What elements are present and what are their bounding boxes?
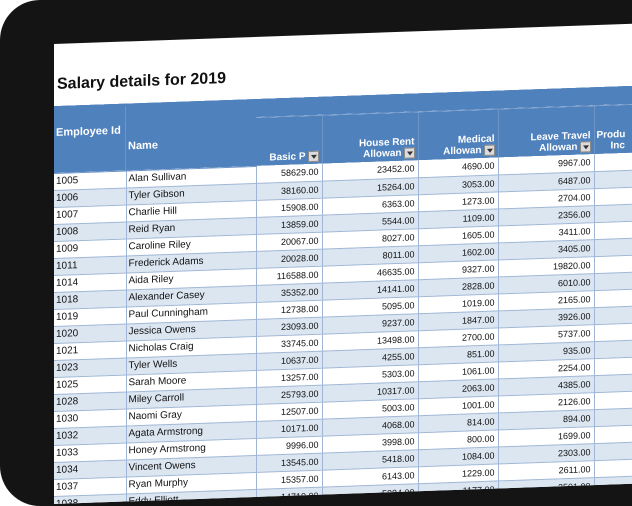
filter-dropdown-icon[interactable]: [579, 141, 591, 153]
cell-productivity[interactable]: [594, 186, 632, 206]
header-leave-travel[interactable]: Leave Travel Allowan: [498, 105, 594, 158]
sheet-title: Salary details for 2019: [57, 69, 226, 93]
cell-productivity[interactable]: [594, 271, 632, 291]
cell-productivity[interactable]: 1: [594, 407, 632, 427]
cell-house-rent[interactable]: 5884.00: [322, 483, 418, 504]
cell-productivity[interactable]: 1: [594, 237, 632, 257]
cell-productivity[interactable]: 2: [594, 356, 632, 376]
header-medical[interactable]: Medical Allowan: [418, 108, 498, 161]
cell-medical[interactable]: 1177.00: [418, 480, 498, 501]
cell-productivity[interactable]: 2: [594, 203, 632, 223]
spreadsheet-screen: Salary details for 2019 Employee Id Name: [54, 16, 632, 504]
cell-productivity[interactable]: [594, 475, 632, 495]
cell-productivity[interactable]: 2: [594, 305, 632, 325]
cell-basic-pay[interactable]: 14710.00: [256, 486, 322, 504]
cell-productivity[interactable]: [594, 322, 632, 342]
cell-productivity[interactable]: 1: [594, 288, 632, 308]
filter-dropdown-icon[interactable]: [403, 147, 415, 159]
cell-productivity[interactable]: [594, 339, 632, 359]
cell-productivity[interactable]: 1: [594, 390, 632, 410]
cell-productivity[interactable]: [594, 441, 632, 461]
filter-dropdown-icon[interactable]: [307, 150, 319, 163]
cell-productivity[interactable]: 1: [594, 220, 632, 240]
header-productivity[interactable]: Produ Inc: [594, 103, 632, 155]
cell-productivity[interactable]: [594, 152, 632, 172]
cell-productivity[interactable]: [594, 458, 632, 478]
cell-productivity[interactable]: 1: [594, 424, 632, 444]
cell-productivity[interactable]: 1: [594, 169, 632, 189]
header-basic-pay[interactable]: Basic P: [256, 115, 322, 166]
salary-table: Employee Id Name Basic P House Rent Allo…: [54, 85, 632, 504]
header-employee-id[interactable]: Employee Id: [54, 105, 126, 173]
cell-leave-travel[interactable]: 2501.00: [498, 477, 594, 498]
header-name[interactable]: Name: [128, 138, 158, 152]
cell-employee-id[interactable]: 1038: [54, 493, 126, 504]
filter-dropdown-icon[interactable]: [483, 144, 495, 156]
cell-productivity[interactable]: [594, 254, 632, 274]
header-house-rent[interactable]: House Rent Allowan: [322, 111, 418, 164]
cell-productivity[interactable]: [594, 373, 632, 393]
